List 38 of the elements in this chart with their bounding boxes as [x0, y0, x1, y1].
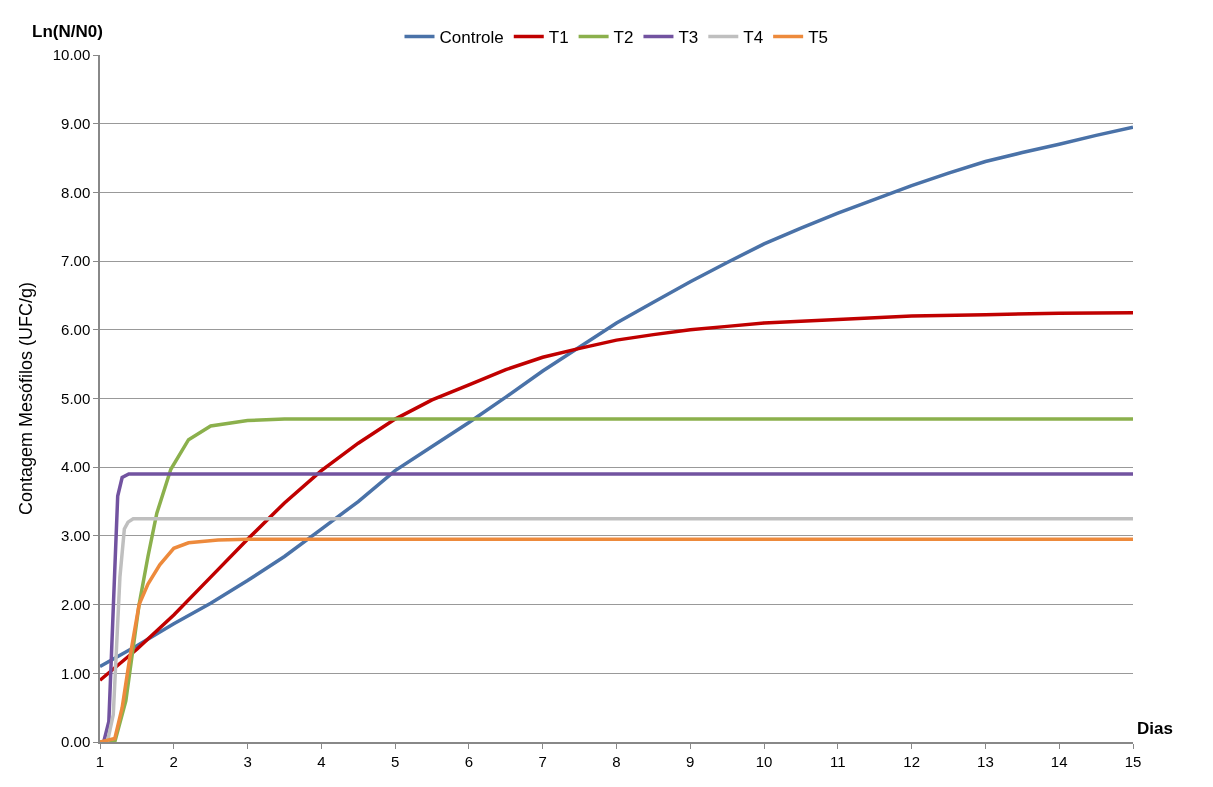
x-tick-label: 10 [755, 752, 773, 770]
y-tick-label: 2.00 [61, 595, 91, 613]
x-tick-label: 2 [169, 752, 178, 770]
y-tick-label: 1.00 [61, 664, 91, 682]
x-tick-label: 11 [830, 752, 846, 770]
y-axis-title: Contagem Mesófilos (UFC/g) [16, 281, 37, 516]
y-tick-label: 4.00 [61, 458, 91, 476]
y-tick-label: 8.00 [61, 183, 91, 201]
y-tick-label: 6.00 [61, 321, 91, 339]
x-tick-label: 9 [686, 752, 695, 770]
legend-label: Controle [439, 28, 504, 48]
y-tick-label: 10.00 [52, 46, 91, 64]
text: Ln(N/N0) [32, 22, 103, 41]
legend-label: T1 [548, 28, 569, 48]
x-tick-label: 5 [390, 752, 400, 770]
x-tick-label: 14 [1050, 752, 1068, 770]
legend-label: T3 [678, 28, 699, 48]
y-tick-label: 9.00 [61, 114, 91, 132]
y-tick-label: 7.00 [61, 252, 91, 270]
x-tick-label: 12 [903, 752, 920, 770]
y-tick-label: 3.00 [61, 527, 91, 545]
x-tick-label: 6 [464, 752, 474, 770]
x-tick-label: 13 [977, 752, 994, 770]
x-tick-label: 1 [95, 752, 105, 770]
line-series [100, 310, 1133, 682]
line-series [101, 472, 1133, 742]
x-tick-label: 7 [538, 752, 547, 770]
x-tick-label: 4 [317, 752, 326, 770]
legend-label: T2 [613, 28, 634, 48]
x-tick-label: 3 [243, 752, 252, 770]
x-tick-label: 15 [1124, 752, 1142, 770]
y-tick-label: 5.00 [61, 389, 91, 407]
legend-label: T4 [743, 28, 764, 48]
legend-label: T5 [808, 28, 828, 48]
y-tick-label: 0.00 [61, 733, 91, 751]
x-tick-label: 8 [612, 752, 621, 770]
text: Dias [1137, 719, 1173, 738]
line-series [100, 125, 1133, 669]
